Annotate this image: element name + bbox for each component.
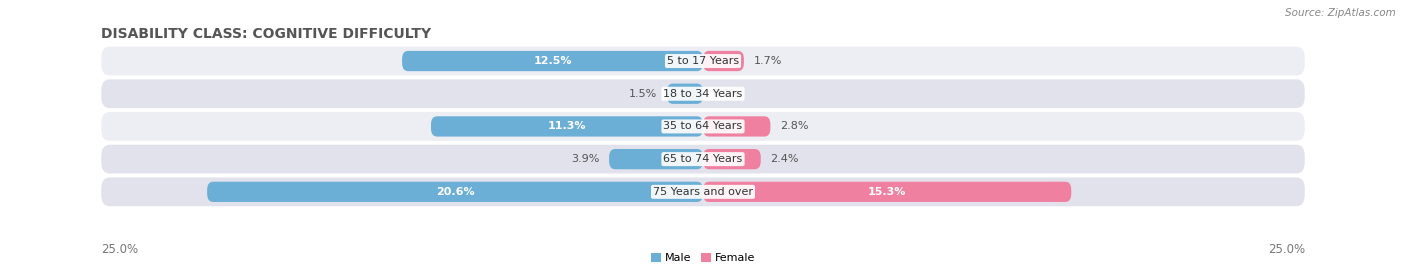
Text: 0.0%: 0.0% xyxy=(713,89,741,99)
FancyBboxPatch shape xyxy=(703,51,744,71)
Text: 35 to 64 Years: 35 to 64 Years xyxy=(664,121,742,132)
FancyBboxPatch shape xyxy=(101,79,1305,108)
Text: 2.8%: 2.8% xyxy=(780,121,808,132)
Text: 1.5%: 1.5% xyxy=(628,89,657,99)
FancyBboxPatch shape xyxy=(703,116,770,137)
FancyBboxPatch shape xyxy=(402,51,703,71)
Text: 15.3%: 15.3% xyxy=(868,187,907,197)
Text: Source: ZipAtlas.com: Source: ZipAtlas.com xyxy=(1285,8,1396,18)
FancyBboxPatch shape xyxy=(609,149,703,169)
Text: 3.9%: 3.9% xyxy=(571,154,599,164)
Text: 75 Years and over: 75 Years and over xyxy=(652,187,754,197)
Text: 18 to 34 Years: 18 to 34 Years xyxy=(664,89,742,99)
Text: 65 to 74 Years: 65 to 74 Years xyxy=(664,154,742,164)
FancyBboxPatch shape xyxy=(432,116,703,137)
Text: 20.6%: 20.6% xyxy=(436,187,474,197)
Text: 2.4%: 2.4% xyxy=(770,154,799,164)
Text: 12.5%: 12.5% xyxy=(533,56,572,66)
FancyBboxPatch shape xyxy=(703,182,1071,202)
Text: 25.0%: 25.0% xyxy=(1268,243,1305,256)
Text: 5 to 17 Years: 5 to 17 Years xyxy=(666,56,740,66)
Text: 25.0%: 25.0% xyxy=(101,243,138,256)
FancyBboxPatch shape xyxy=(207,182,703,202)
Text: 1.7%: 1.7% xyxy=(754,56,782,66)
FancyBboxPatch shape xyxy=(101,178,1305,206)
Text: DISABILITY CLASS: COGNITIVE DIFFICULTY: DISABILITY CLASS: COGNITIVE DIFFICULTY xyxy=(101,27,432,41)
FancyBboxPatch shape xyxy=(666,84,703,104)
Legend: Male, Female: Male, Female xyxy=(647,248,759,268)
FancyBboxPatch shape xyxy=(101,47,1305,75)
FancyBboxPatch shape xyxy=(101,145,1305,174)
FancyBboxPatch shape xyxy=(703,149,761,169)
Text: 11.3%: 11.3% xyxy=(548,121,586,132)
FancyBboxPatch shape xyxy=(101,112,1305,141)
